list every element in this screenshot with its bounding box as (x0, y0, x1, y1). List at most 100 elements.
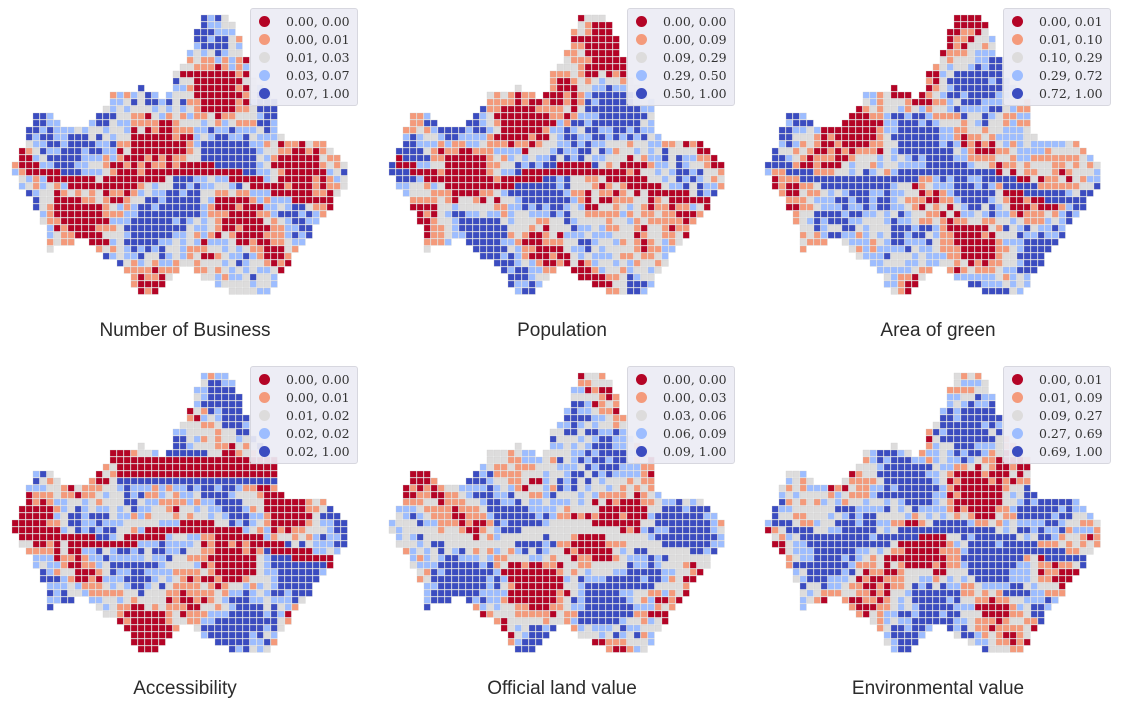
map-cell (179, 147, 187, 155)
map-cell (640, 484, 648, 492)
map-cell (570, 224, 578, 232)
map-cell (263, 491, 271, 499)
map-cell (95, 245, 103, 253)
map-cell (1044, 140, 1052, 148)
map-cell (151, 589, 159, 597)
map-cell (109, 547, 117, 555)
map-cell (591, 21, 599, 29)
map-cell (612, 414, 620, 422)
map-cell (95, 126, 103, 134)
map-cell (256, 470, 264, 478)
map-cell (605, 435, 613, 443)
map-cell (88, 175, 96, 183)
map-cell (221, 49, 229, 57)
map-cell (137, 498, 145, 506)
map-cell (242, 182, 250, 190)
map-cell (158, 119, 166, 127)
map-cell (214, 189, 222, 197)
map-cell (493, 161, 501, 169)
map-cell (207, 589, 215, 597)
map-cell (25, 491, 33, 499)
map-cell (696, 161, 704, 169)
map-cell (200, 98, 208, 106)
map-cell (521, 266, 529, 274)
map-cell (207, 512, 215, 520)
map-cell (577, 491, 585, 499)
map-cell (521, 154, 529, 162)
map-cell (493, 140, 501, 148)
map-cell (137, 119, 145, 127)
map-cell (1065, 203, 1073, 211)
map-cell (834, 217, 842, 225)
map-cell (263, 610, 271, 618)
map-cell (806, 224, 814, 232)
map-cell (563, 91, 571, 99)
map-cell (214, 561, 222, 569)
map-cell (549, 505, 557, 513)
map-cell (785, 168, 793, 176)
map-cell (598, 119, 606, 127)
map-cell (995, 161, 1003, 169)
map-cell (53, 582, 61, 590)
map-cell (256, 245, 264, 253)
map-cell (507, 280, 515, 288)
map-cell (890, 189, 898, 197)
map-cell (862, 245, 870, 253)
map-cell (654, 519, 662, 527)
map-cell (193, 98, 201, 106)
map-cell (179, 554, 187, 562)
map-cell (960, 175, 968, 183)
map-cell (591, 259, 599, 267)
map-cell (88, 189, 96, 197)
map-cell (242, 449, 250, 457)
map-cell (312, 505, 320, 513)
map-cell (88, 203, 96, 211)
map-cell (605, 154, 613, 162)
map-cell (53, 175, 61, 183)
map-cell (841, 154, 849, 162)
map-cell (207, 568, 215, 576)
map-cell (291, 147, 299, 155)
map-cell (1065, 189, 1073, 197)
map-cell (967, 161, 975, 169)
map-cell (270, 119, 278, 127)
map-cell (556, 463, 564, 471)
map-cell (918, 189, 926, 197)
map-cell (270, 596, 278, 604)
map-cell (221, 421, 229, 429)
map-cell (521, 112, 529, 120)
map-cell (402, 491, 410, 499)
map-cell (820, 210, 828, 218)
map-cell (165, 224, 173, 232)
map-cell (214, 245, 222, 253)
map-cell (654, 140, 662, 148)
map-cell (960, 182, 968, 190)
map-cell (200, 245, 208, 253)
map-cell (193, 568, 201, 576)
map-cell (598, 428, 606, 436)
map-cell (974, 14, 982, 22)
map-cell (960, 77, 968, 85)
map-cell (207, 70, 215, 78)
map-cell (333, 175, 341, 183)
map-cell (186, 203, 194, 211)
map-cell (528, 112, 536, 120)
map-cell (577, 238, 585, 246)
map-cell (81, 484, 89, 492)
map-cell (109, 154, 117, 162)
map-cell (109, 498, 117, 506)
map-cell (60, 491, 68, 499)
map-cell (130, 554, 138, 562)
map-cell (137, 210, 145, 218)
legend-item: 0.00, 0.09 (636, 30, 727, 48)
map-cell (647, 491, 655, 499)
map-cell (806, 231, 814, 239)
map-cell (242, 98, 250, 106)
map-cell (214, 603, 222, 611)
map-cell (249, 168, 257, 176)
map-cell (249, 512, 257, 520)
map-cell (430, 512, 438, 520)
map-cell (661, 168, 669, 176)
map-cell (235, 582, 243, 590)
map-cell (771, 182, 779, 190)
